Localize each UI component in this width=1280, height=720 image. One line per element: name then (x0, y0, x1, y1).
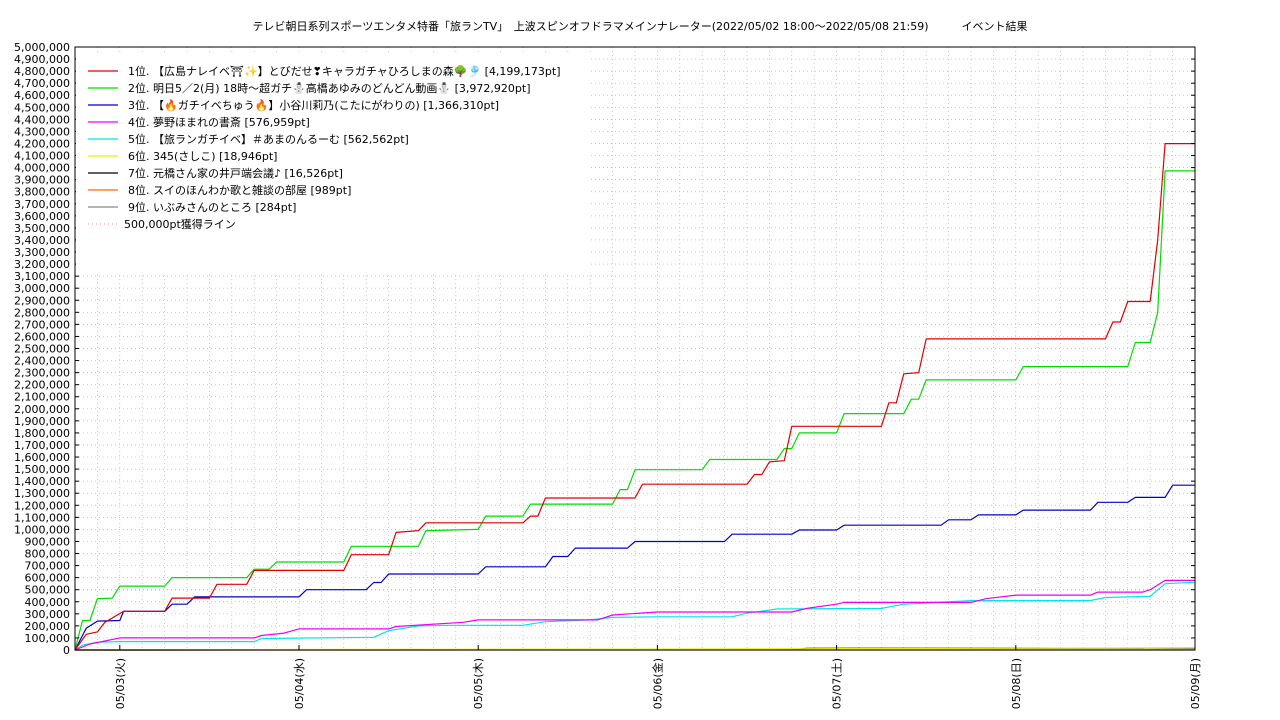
legend-label: 8位. スイのほんわか歌と雑談の部屋 [989pt] (128, 183, 351, 197)
y-tick-label: 2,400,000 (14, 355, 70, 368)
y-tick-label: 3,500,000 (14, 222, 70, 235)
y-tick-label: 3,200,000 (14, 258, 70, 271)
x-tick-label: 05/09(月) (1189, 658, 1202, 709)
series-line (74, 484, 1195, 651)
series-line (74, 579, 1195, 651)
y-tick-label: 1,800,000 (14, 427, 70, 440)
y-tick-label: 100,000 (25, 632, 71, 645)
y-tick-label: 1,000,000 (14, 523, 70, 536)
y-tick-label: 1,400,000 (14, 475, 70, 488)
y-tick-label: 800,000 (25, 548, 71, 561)
y-tick-label: 2,600,000 (14, 330, 70, 343)
y-tick-label: 4,600,000 (14, 89, 70, 102)
legend-label: 4位. 夢野ほまれの書斎 [576,959pt] (128, 115, 310, 129)
y-tick-label: 4,300,000 (14, 125, 70, 138)
y-tick-label: 4,900,000 (14, 53, 70, 66)
y-tick-label: 3,100,000 (14, 270, 70, 283)
y-axis: 0100,000200,000300,000400,000500,000600,… (14, 41, 1195, 657)
y-tick-label: 600,000 (25, 572, 71, 585)
y-tick-label: 2,200,000 (14, 379, 70, 392)
y-tick-label: 1,700,000 (14, 439, 70, 452)
y-tick-label: 3,700,000 (14, 198, 70, 211)
legend-label: 2位. 明日5／2(月) 18時〜超ガチ⛄高橋あゆみのどんどん動画⛄ [3,97… (128, 81, 530, 95)
y-tick-label: 3,600,000 (14, 210, 70, 223)
y-tick-label: 2,800,000 (14, 306, 70, 319)
legend-label: 500,000pt獲得ライン (124, 218, 236, 231)
x-tick-label: 05/05(木) (472, 658, 485, 709)
y-tick-label: 4,500,000 (14, 101, 70, 114)
x-tick-label: 05/03(火) (114, 658, 127, 709)
y-tick-label: 3,900,000 (14, 174, 70, 187)
y-tick-label: 0 (63, 644, 70, 657)
y-tick-label: 1,200,000 (14, 499, 70, 512)
x-tick-label: 05/07(土) (831, 658, 844, 709)
y-tick-label: 4,800,000 (14, 65, 70, 78)
y-tick-label: 4,100,000 (14, 150, 70, 163)
series-line (74, 170, 1195, 651)
y-tick-label: 1,300,000 (14, 487, 70, 500)
y-tick-label: 2,000,000 (14, 403, 70, 416)
y-tick-label: 2,700,000 (14, 318, 70, 331)
y-tick-label: 500,000 (25, 584, 71, 597)
y-tick-label: 700,000 (25, 560, 71, 573)
y-tick-label: 1,900,000 (14, 415, 70, 428)
y-tick-label: 4,700,000 (14, 77, 70, 90)
y-tick-label: 200,000 (25, 620, 71, 633)
y-tick-label: 2,900,000 (14, 294, 70, 307)
y-tick-label: 2,300,000 (14, 367, 70, 380)
legend-label: 3位. 【🔥ガチイベちゅう🔥】小谷川莉乃(こたにがわりの) [1,366,310… (128, 98, 499, 112)
series-line (74, 143, 1195, 651)
x-axis: 05/03(火) 05/04(水) 05/05(木) 05/06(金) 05/07(土)… (114, 645, 1202, 709)
y-tick-label: 900,000 (25, 535, 71, 548)
x-tick-label: 05/08(日) (1010, 658, 1023, 709)
y-tick-label: 3,800,000 (14, 186, 70, 199)
y-tick-label: 1,100,000 (14, 511, 70, 524)
y-tick-label: 300,000 (25, 608, 71, 621)
y-tick-label: 3,000,000 (14, 282, 70, 295)
legend-label: 9位. いぶみさんのところ [284pt] (128, 200, 296, 214)
legend: 1位. 【広島ナレイベ⛩✨】とびだせ❣キャラガチャひろしまの森🌳🎐 [4,199… (76, 53, 591, 275)
legend-label: 1位. 【広島ナレイベ⛩✨】とびだせ❣キャラガチャひろしまの森🌳🎐 [4,199… (128, 64, 561, 78)
y-tick-label: 4,000,000 (14, 162, 70, 175)
chart-title: テレビ朝日系列スポーツエンタメ特番「旅ランTV」 上波スピンオフドラマメインナレ… (252, 20, 1028, 33)
legend-label: 6位. 345(さしこ) [18,946pt] (128, 149, 277, 163)
y-tick-label: 3,300,000 (14, 246, 70, 259)
x-tick-label: 05/04(水) (293, 658, 306, 709)
legend-label: 7位. 元橋さん家の井戸端会議♪ [16,526pt] (128, 166, 343, 180)
y-tick-label: 2,100,000 (14, 391, 70, 404)
y-tick-label: 4,200,000 (14, 137, 70, 150)
y-tick-label: 1,600,000 (14, 451, 70, 464)
y-tick-label: 4,400,000 (14, 113, 70, 126)
x-tick-label: 05/06(金) (650, 658, 664, 709)
legend-label: 5位. 【旅ランガチイベ】＃あまのんるーむ [562,562pt] (128, 132, 409, 146)
y-tick-label: 400,000 (25, 596, 71, 609)
y-tick-label: 3,400,000 (14, 234, 70, 247)
legend-background (76, 53, 591, 275)
y-tick-label: 2,500,000 (14, 343, 70, 356)
y-tick-label: 1,500,000 (14, 463, 70, 476)
y-tick-label: 5,000,000 (14, 41, 70, 54)
